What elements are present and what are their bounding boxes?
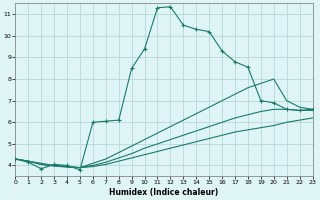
X-axis label: Humidex (Indice chaleur): Humidex (Indice chaleur) bbox=[109, 188, 219, 197]
